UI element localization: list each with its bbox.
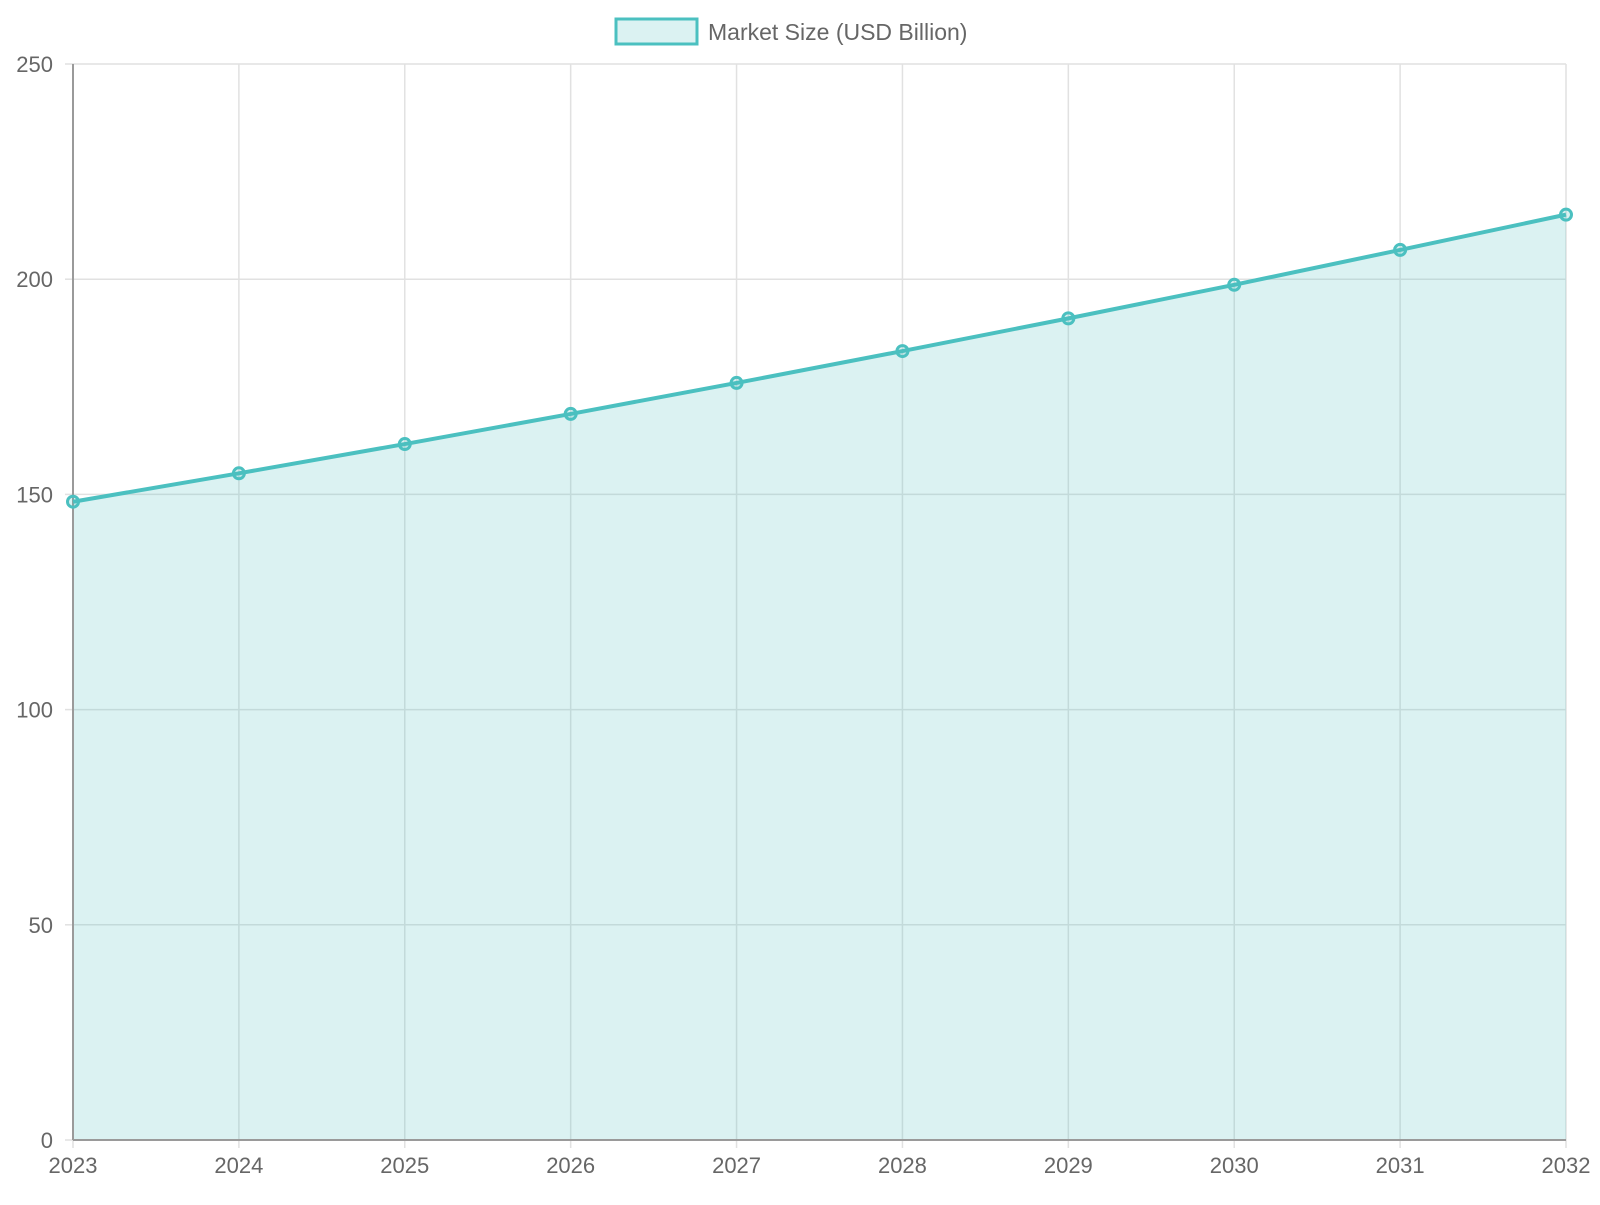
y-tick-label: 100 — [16, 698, 53, 723]
data-point-2027[interactable] — [729, 375, 744, 390]
x-tick-label: 2032 — [1542, 1153, 1591, 1178]
data-point-2023[interactable] — [66, 494, 80, 509]
y-tick-label: 250 — [16, 52, 53, 77]
data-point-2031[interactable] — [1393, 242, 1408, 257]
series-line — [72, 212, 1567, 504]
x-tick-label: 2024 — [214, 1153, 263, 1178]
axes — [72, 64, 1566, 1141]
x-tick-label: 2025 — [380, 1153, 429, 1178]
y-tick-label: 50 — [29, 913, 53, 938]
x-tick-label: 2023 — [49, 1153, 98, 1178]
y-tick-label: 200 — [16, 267, 53, 292]
area-fill-layer — [73, 214, 1566, 1140]
legend-label-market-size: Market Size (USD Billion) — [708, 19, 967, 45]
legend[interactable]: Market Size (USD Billion) — [614, 17, 967, 46]
data-point-2024[interactable] — [231, 466, 246, 481]
data-point-2032[interactable] — [1559, 207, 1573, 222]
y-axis-tick-labels: 0 50 100 150 200 250 — [16, 52, 53, 1153]
x-tick-label: 2027 — [712, 1153, 761, 1178]
x-tick-label: 2031 — [1376, 1153, 1425, 1178]
data-points — [66, 207, 1573, 509]
x-tick-label: 2028 — [878, 1153, 927, 1178]
x-tick-label: 2030 — [1210, 1153, 1259, 1178]
data-point-2030[interactable] — [1227, 277, 1242, 292]
x-axis-tick-labels: 2023 2024 2025 2026 2027 2028 2029 2030 2031 2032 — [49, 1153, 1591, 1178]
series-line-layer — [72, 212, 1567, 504]
y-grid-lines — [65, 63, 1566, 1141]
legend-swatch — [614, 17, 699, 46]
y-tick-label: 150 — [16, 482, 53, 507]
area-fill — [73, 214, 1566, 1140]
x-tick-label: 2026 — [546, 1153, 595, 1178]
data-point-2029[interactable] — [1061, 311, 1076, 326]
data-point-2026[interactable] — [563, 406, 578, 421]
data-point-2028[interactable] — [895, 344, 910, 359]
data-point-2025[interactable] — [397, 437, 412, 452]
y-tick-label: 0 — [41, 1128, 53, 1153]
x-tick-label: 2029 — [1044, 1153, 1093, 1178]
